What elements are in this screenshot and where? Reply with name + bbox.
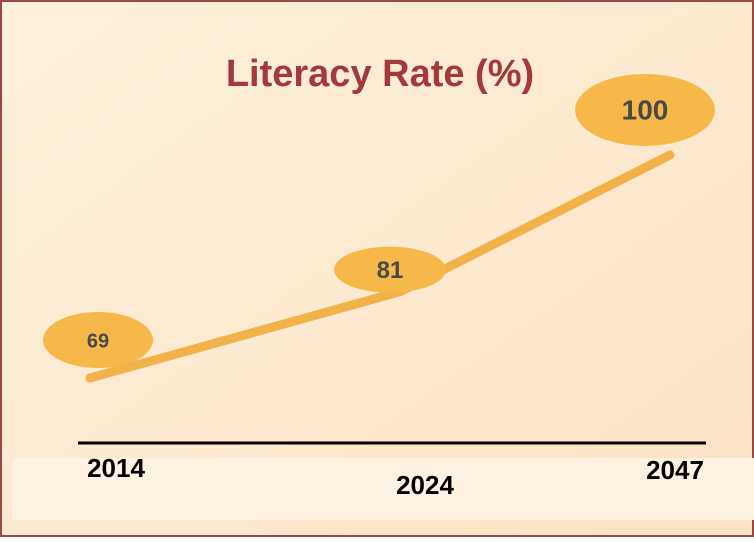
value-label: 81 bbox=[377, 257, 404, 284]
x-tick-label: 2024 bbox=[396, 470, 454, 500]
x-tick-label: 2047 bbox=[646, 455, 704, 485]
value-label: 100 bbox=[622, 94, 669, 125]
chart-title: Literacy Rate (%) bbox=[226, 53, 534, 95]
value-bubble bbox=[43, 312, 153, 368]
value-bubble bbox=[575, 74, 715, 146]
label-band bbox=[12, 458, 754, 520]
value-label: 69 bbox=[87, 330, 109, 352]
value-bubble bbox=[334, 246, 446, 293]
x-tick-label: 2014 bbox=[87, 453, 145, 483]
